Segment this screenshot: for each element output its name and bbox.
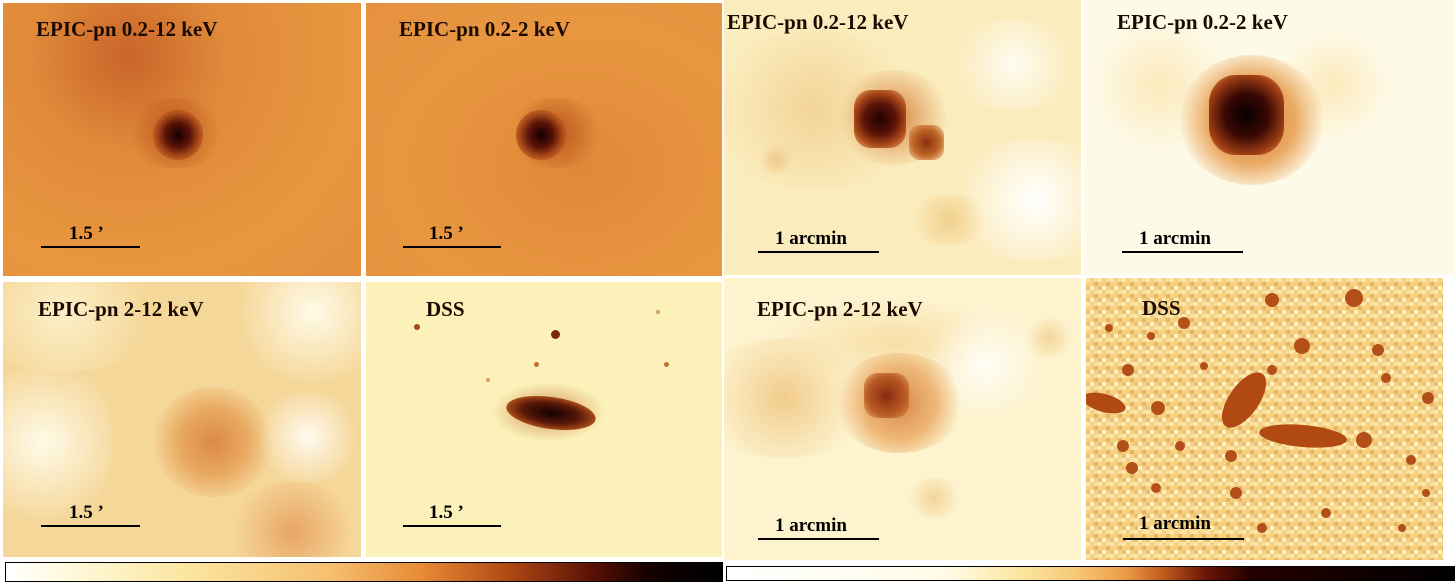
star xyxy=(656,310,660,314)
diffuse-emission xyxy=(944,20,1081,110)
scale-bar xyxy=(41,525,140,527)
scale-bar xyxy=(403,246,501,248)
scale-label: 1 arcmin xyxy=(775,515,847,536)
faint-source xyxy=(904,478,964,518)
scale-label: 1 arcmin xyxy=(1139,228,1211,249)
star xyxy=(1105,289,1434,533)
secondary-source xyxy=(909,125,944,160)
faint-source xyxy=(904,195,994,245)
diffuse-emission xyxy=(3,352,113,532)
panel-label: EPIC-pn 0.2-2 keV xyxy=(1117,10,1288,34)
scale-label: 1 arcmin xyxy=(775,228,847,249)
panel-label: DSS xyxy=(426,297,465,321)
star xyxy=(664,362,669,367)
left-panel-epic-0.2-2: EPIC-pn 0.2-2 keV 1.5 ’ xyxy=(366,3,722,276)
scale-bar xyxy=(1123,538,1244,540)
dss-noise-field xyxy=(1086,278,1443,560)
star xyxy=(486,378,490,382)
star xyxy=(551,330,560,339)
right-panel-epic-2-12: EPIC-pn 2-12 keV 1 arcmin xyxy=(724,278,1081,560)
scale-bar xyxy=(758,251,879,253)
scale-label: 1.5 ’ xyxy=(69,223,104,244)
panel-label: EPIC-pn 2-12 keV xyxy=(38,297,204,321)
source-core xyxy=(1209,75,1284,155)
panel-label: EPIC-pn 0.2-2 keV xyxy=(399,17,570,41)
faint-source xyxy=(1024,318,1074,358)
scale-label: 1 arcmin xyxy=(1139,513,1211,534)
right-panel-epic-0.2-2: EPIC-pn 0.2-2 keV 1 arcmin xyxy=(1084,0,1455,275)
panel-label: EPIC-pn 0.2-12 keV xyxy=(727,10,909,34)
panel-label: EPIC-pn 2-12 keV xyxy=(757,297,923,321)
left-panel-epic-0.2-12: EPIC-pn 0.2-12 keV 1.5 ’ xyxy=(3,3,361,276)
scale-bar xyxy=(41,246,140,248)
panel-label: DSS xyxy=(1142,296,1181,320)
scale-label: 1.5 ’ xyxy=(69,502,104,523)
source-core xyxy=(864,373,909,418)
diffuse-emission xyxy=(223,482,361,557)
scale-label: 1.5 ’ xyxy=(429,502,464,523)
faint-source xyxy=(759,145,794,175)
right-panel-dss: DSS 1 arcmin xyxy=(1086,278,1443,560)
right-colorbar xyxy=(726,566,1455,581)
star xyxy=(534,362,539,367)
diffuse-emission xyxy=(233,282,361,382)
left-colorbar xyxy=(5,562,723,582)
scale-bar xyxy=(758,538,879,540)
source-core xyxy=(516,110,566,160)
left-panel-dss: DSS 1.5 ’ xyxy=(366,282,722,557)
panel-label: EPIC-pn 0.2-12 keV xyxy=(36,17,218,41)
diffuse-emission xyxy=(253,392,361,482)
left-panel-epic-2-12: EPIC-pn 2-12 keV 1.5 ’ xyxy=(3,282,361,557)
right-panel-epic-0.2-12: EPIC-pn 0.2-12 keV 1 arcmin xyxy=(724,0,1081,275)
scale-bar xyxy=(1122,251,1243,253)
source-core xyxy=(854,90,906,148)
scale-bar xyxy=(403,525,501,527)
source-core xyxy=(153,110,203,160)
star xyxy=(414,324,420,330)
scale-label: 1.5 ’ xyxy=(429,223,464,244)
galaxy xyxy=(1086,372,1347,448)
